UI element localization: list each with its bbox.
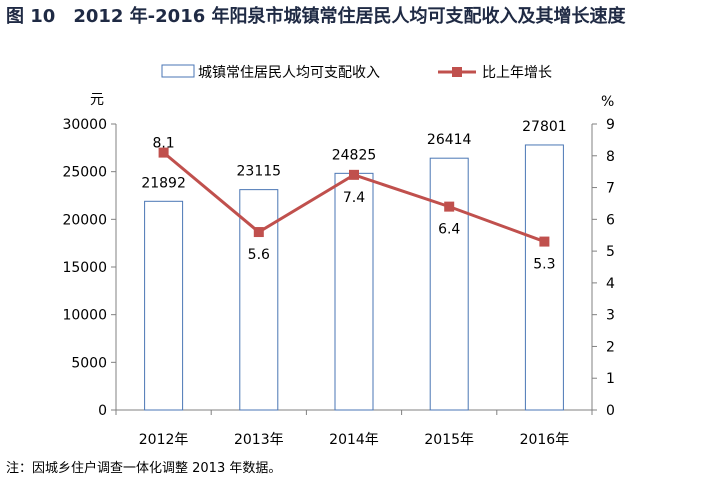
line-series bbox=[158, 147, 550, 247]
y-right-tick-label: 3 bbox=[606, 308, 615, 324]
y-left-axis-label: 元 bbox=[90, 92, 104, 108]
legend-bar-label: 城镇常住居民人均可支配收入 bbox=[198, 65, 380, 81]
bar bbox=[144, 200, 184, 411]
y-right-tick-label: 0 bbox=[606, 403, 615, 419]
y-right-axis-label: % bbox=[601, 94, 614, 110]
y-right-tick-label: 6 bbox=[606, 212, 615, 228]
x-tick-label: 2013年 bbox=[234, 432, 284, 448]
y-right-tick-label: 9 bbox=[606, 117, 615, 133]
line-value-label: 6.4 bbox=[438, 222, 460, 238]
bar bbox=[429, 157, 469, 411]
y-left-tick-label: 15000 bbox=[62, 260, 107, 276]
bar-value-label: 24825 bbox=[332, 147, 377, 163]
x-tick-label: 2012年 bbox=[139, 432, 189, 448]
y-left-tick-label: 20000 bbox=[62, 212, 107, 228]
line-value-label: 5.3 bbox=[533, 257, 555, 273]
line-value-label: 5.6 bbox=[248, 247, 270, 263]
bar-value-label: 26414 bbox=[427, 132, 472, 148]
legend-bar-swatch bbox=[161, 64, 195, 78]
y-right-tick-label: 4 bbox=[606, 276, 615, 292]
y-left-tick-label: 0 bbox=[98, 403, 107, 419]
legend-line-marker bbox=[452, 67, 462, 77]
x-tick-label: 2016年 bbox=[520, 432, 570, 448]
footnote: 注：因城乡住户调查一体化调整 2013 年数据。 bbox=[6, 461, 282, 476]
y-right-tick-label: 2 bbox=[606, 339, 615, 355]
line-point-marker bbox=[253, 227, 264, 238]
y-left-tick-label: 30000 bbox=[62, 117, 107, 133]
line-point-marker bbox=[158, 147, 169, 158]
y-left-tick-label: 5000 bbox=[71, 355, 107, 371]
y-right-tick-label: 7 bbox=[606, 181, 615, 197]
bar bbox=[524, 144, 564, 411]
legend-line-label: 比上年增长 bbox=[482, 65, 552, 81]
bar bbox=[239, 189, 279, 411]
y-right-tick-label: 5 bbox=[606, 244, 615, 260]
bar-value-label: 21892 bbox=[141, 175, 186, 191]
x-tick-label: 2015年 bbox=[424, 432, 474, 448]
x-tick-label: 2014年 bbox=[329, 432, 379, 448]
y-left-tick-label: 25000 bbox=[62, 165, 107, 181]
bars bbox=[144, 144, 564, 411]
line-point-marker bbox=[349, 169, 359, 180]
line-value-label: 8.1 bbox=[152, 136, 174, 152]
line-point-marker bbox=[444, 201, 455, 212]
legend: 城镇常住居民人均可支配收入 比上年增长 bbox=[161, 64, 552, 81]
line-value-label: 7.4 bbox=[343, 190, 365, 206]
y-right-tick-label: 1 bbox=[606, 371, 615, 387]
chart-title: 图 10 2012 年-2016 年阳泉市城镇常住居民人均可支配收入及其增长速度 bbox=[6, 6, 626, 27]
bar-value-label: 27801 bbox=[522, 119, 567, 135]
line-point-marker bbox=[539, 236, 550, 247]
y-left-tick-label: 10000 bbox=[62, 308, 107, 324]
bar-value-label: 23115 bbox=[237, 164, 282, 180]
y-right-tick-label: 8 bbox=[606, 149, 615, 165]
bar bbox=[334, 172, 374, 411]
data-labels: 21892 23115 24825 26414 27801 8.1 5.6 7.4 6.4 5.3 bbox=[141, 119, 566, 273]
